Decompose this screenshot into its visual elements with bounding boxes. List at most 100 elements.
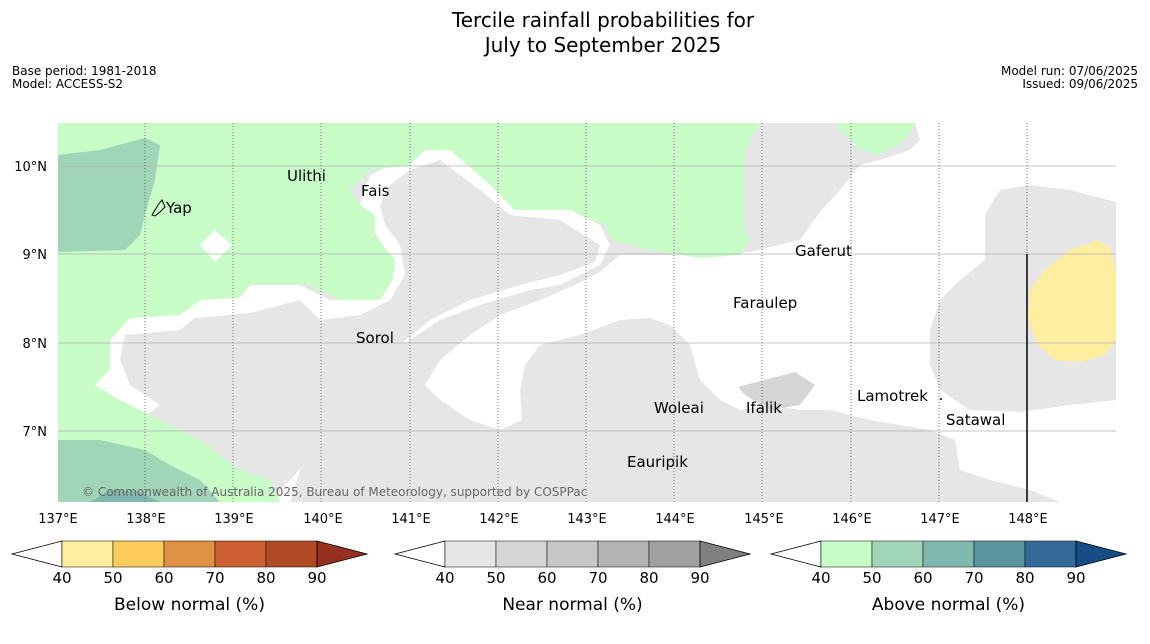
place-fais: Fais	[361, 182, 390, 200]
lat-label-9: 9°N	[23, 248, 48, 263]
colorbar-segment	[820, 540, 873, 568]
colorbar-segment	[1024, 540, 1077, 568]
place-yap: Yap	[165, 199, 192, 217]
island-dot	[940, 398, 942, 400]
colorbar-tick-label: 90	[307, 569, 326, 587]
colorbar-high-extension	[316, 540, 369, 568]
colorbar-high-extension	[699, 540, 752, 568]
lat-label-7: 7°N	[23, 425, 48, 440]
colorbar-low-extension	[393, 540, 446, 568]
colorbar-tick-label: 80	[256, 569, 275, 587]
colorbar-tick-label: 50	[486, 569, 505, 587]
colorbar-tick-label: 70	[964, 569, 983, 587]
colorbar-segment	[871, 540, 924, 568]
colorbar-tick-label: 80	[639, 569, 658, 587]
colorbar-tick-label: 40	[435, 569, 454, 587]
lon-label-139: 139°E	[214, 512, 254, 527]
place-labels: Yap Ulithi Fais Gaferut Faraulep Sorol L…	[165, 167, 1005, 471]
meta-right: Model run: 07/06/2025 Issued: 09/06/2025	[1001, 65, 1138, 91]
below-normal-region	[1028, 240, 1116, 362]
colorbar-high-extension	[1075, 540, 1128, 568]
lon-label-145: 145°E	[744, 512, 784, 527]
longitude-axis: 137°E 138°E 139°E 140°E 141°E 142°E 143°…	[38, 512, 1048, 527]
near-normal-inner	[58, 160, 600, 502]
lon-label-137: 137°E	[38, 512, 78, 527]
colorbar-tick-label: 70	[588, 569, 607, 587]
colorbar-segment	[597, 540, 650, 568]
colorbar-tick-label: 60	[913, 569, 932, 587]
lon-label-141: 141°E	[391, 512, 431, 527]
colorbar-tick-label: 60	[154, 569, 173, 587]
below-normal-legend-title: Below normal (%)	[114, 595, 265, 615]
colorbar-tick-label: 70	[205, 569, 224, 587]
lon-label-146: 146°E	[832, 512, 872, 527]
place-ulithi: Ulithi	[287, 167, 326, 185]
map-title: Tercile rainfall probabilities for July …	[0, 8, 1150, 58]
lon-label-140: 140°E	[303, 512, 343, 527]
title-line-2: July to September 2025	[484, 33, 722, 57]
lon-label-147: 147°E	[920, 512, 960, 527]
near-normal-50-patch	[738, 372, 815, 410]
lon-label-143: 143°E	[567, 512, 607, 527]
lon-label-144: 144°E	[655, 512, 695, 527]
colorbar-segment	[444, 540, 497, 568]
lon-label-142: 142°E	[479, 512, 519, 527]
colorbar-low-extension	[769, 540, 822, 568]
yap-island-icon	[151, 199, 166, 217]
latitude-axis: 10°N 9°N 8°N 7°N	[14, 160, 47, 440]
place-lamotrek: Lamotrek	[857, 387, 928, 405]
colorbar-segment	[973, 540, 1026, 568]
place-eauripik: Eauripik	[627, 453, 688, 471]
place-sorol: Sorol	[356, 329, 394, 347]
colorbar-segment	[648, 540, 701, 568]
colorbar-low-extension	[10, 540, 63, 568]
place-gaferut: Gaferut	[795, 242, 852, 260]
model-name: Model: ACCESS-S2	[12, 77, 124, 91]
colorbar-segment	[922, 540, 975, 568]
colorbar-segment	[214, 540, 267, 568]
colorbar-tick-label: 80	[1015, 569, 1034, 587]
neutral-region-east	[425, 123, 1116, 502]
gridlines	[58, 123, 1116, 502]
copyright-text: © Commonwealth of Australia 2025, Bureau…	[82, 485, 587, 499]
below-normal-colorbar: 40 50 60 70 80 90 Below normal (%)	[10, 540, 369, 615]
colorbar-segment	[265, 540, 318, 568]
lat-label-8: 8°N	[23, 337, 48, 352]
above-normal-colorbar: 40 50 60 70 80 90 Above normal (%)	[769, 540, 1128, 615]
title-line-1: Tercile rainfall probabilities for	[451, 8, 755, 32]
place-woleai: Woleai	[654, 399, 704, 417]
lon-label-138: 138°E	[126, 512, 166, 527]
near-normal-legend-title: Near normal (%)	[502, 595, 642, 615]
base-period: Base period: 1981-2018	[12, 64, 157, 78]
above-normal-legend-title: Above normal (%)	[872, 595, 1025, 615]
place-faraulep: Faraulep	[733, 294, 797, 312]
near-normal-colorbar: 40 50 60 70 80 90 Near normal (%)	[393, 540, 752, 615]
place-ifalik: Ifalik	[746, 399, 782, 417]
meta-left: Base period: 1981-2018 Model: ACCESS-S2	[12, 65, 157, 91]
place-satawal: Satawal	[946, 411, 1005, 429]
model-run: Model run: 07/06/2025	[1000, 64, 1138, 78]
lat-label-10: 10°N	[14, 160, 47, 175]
colorbar-legends: 40 50 60 70 80 90 Below normal (%) 40 50 60 70 80 90…	[10, 540, 1128, 615]
above-normal-60-sw	[90, 490, 160, 502]
map-plot-area: Yap Ulithi Fais Gaferut Faraulep Sorol L…	[58, 123, 1116, 502]
colorbar-segment	[112, 540, 165, 568]
colorbar-tick-label: 60	[537, 569, 556, 587]
above-normal-region-main	[58, 123, 760, 502]
colorbar-segment	[495, 540, 548, 568]
colorbar-tick-label: 90	[1066, 569, 1085, 587]
above-normal-50-west	[58, 138, 160, 252]
lon-label-148: 148°E	[1008, 512, 1048, 527]
colorbar-tick-label: 40	[52, 569, 71, 587]
colorbar-tick-label: 40	[811, 569, 830, 587]
colorbar-tick-label: 90	[690, 569, 709, 587]
colorbar-tick-label: 50	[862, 569, 881, 587]
above-normal-50-sw	[58, 440, 220, 502]
above-normal-region-ne	[835, 123, 915, 155]
colorbar-segment	[61, 540, 114, 568]
colorbar-tick-label: 50	[103, 569, 122, 587]
issued-date: Issued: 09/06/2025	[1022, 77, 1138, 91]
colorbar-segment	[546, 540, 599, 568]
colorbar-segment	[163, 540, 216, 568]
